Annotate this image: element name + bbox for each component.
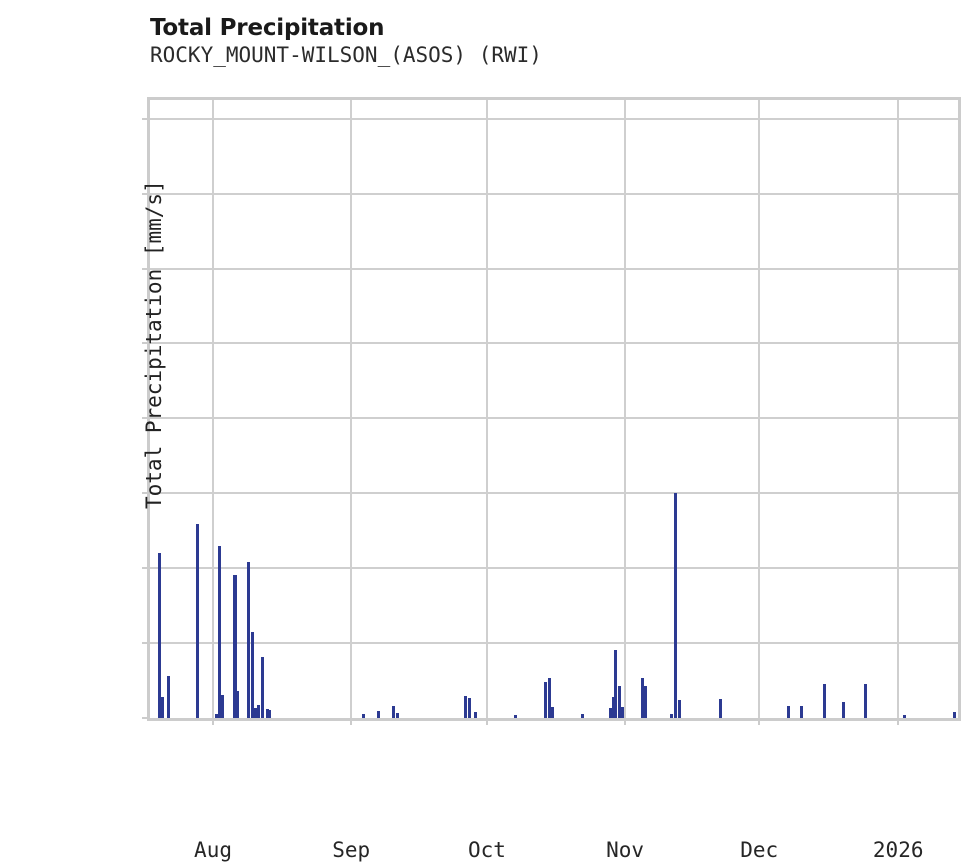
bar <box>158 553 162 718</box>
bar <box>547 677 551 718</box>
x-tick-label: Aug <box>194 838 232 862</box>
gridline-horizontal <box>150 192 958 195</box>
bar <box>673 493 677 718</box>
bar <box>253 707 257 718</box>
bar <box>362 714 366 718</box>
bar <box>256 705 260 718</box>
bar <box>166 676 170 718</box>
axis-spine-left <box>147 97 150 721</box>
bar <box>195 523 200 718</box>
bar <box>841 702 845 718</box>
x-tick-label: Oct <box>467 838 506 862</box>
page-title: Total Precipitation <box>150 15 385 41</box>
y-tick-mark <box>142 192 150 195</box>
bar-series-total-precipitation <box>150 100 958 718</box>
x-tick-mark <box>212 718 215 725</box>
x-tick-mark <box>624 718 627 725</box>
gridline-vertical <box>485 100 488 718</box>
y-tick-mark <box>142 417 150 420</box>
bar <box>644 686 648 718</box>
gridline-vertical <box>350 100 353 718</box>
x-tick-mark <box>485 718 488 725</box>
bar <box>718 698 722 718</box>
bar <box>544 681 548 718</box>
gridline-horizontal <box>150 642 958 645</box>
x-tick-label: Sep <box>332 838 371 862</box>
bar <box>611 696 615 718</box>
axis-spine-right <box>958 97 961 721</box>
bar <box>161 697 165 718</box>
bar <box>265 709 269 718</box>
y-tick-mark <box>142 117 150 120</box>
bar <box>799 706 803 718</box>
x-tick-label: Dec <box>740 838 779 862</box>
precipitation-chart-figure: Total Precipitation ROCKY_MOUNT-WILSON_(… <box>142 14 961 862</box>
bar <box>268 709 272 718</box>
bar <box>550 706 554 718</box>
bar <box>617 685 621 718</box>
bar <box>261 656 265 718</box>
bar <box>236 691 240 718</box>
y-tick-mark <box>142 342 150 345</box>
bar <box>468 697 472 718</box>
bar <box>620 706 624 718</box>
gridline-vertical <box>897 100 900 718</box>
gridline-horizontal <box>150 567 958 570</box>
bar <box>614 649 618 718</box>
y-tick-mark <box>142 717 150 719</box>
bar <box>514 715 518 718</box>
bar <box>903 715 907 718</box>
gridline-horizontal <box>150 417 958 420</box>
gridline-horizontal <box>150 267 958 270</box>
bar <box>581 714 585 718</box>
y-tick-mark <box>142 642 150 645</box>
gridline-horizontal <box>150 492 958 495</box>
gridline-vertical <box>212 100 215 718</box>
title-block: Total Precipitation ROCKY_MOUNT-WILSON_(… <box>150 14 950 69</box>
gridline-vertical <box>758 100 761 718</box>
y-tick-mark <box>142 267 150 270</box>
x-tick-mark <box>758 718 761 725</box>
bar <box>221 694 225 718</box>
axis-spine-top <box>147 97 961 100</box>
y-tick-mark <box>142 567 150 570</box>
bar <box>376 711 380 718</box>
bar <box>250 632 254 718</box>
chart-subtitle: ROCKY_MOUNT-WILSON_(ASOS) (RWI) <box>150 43 542 67</box>
bar <box>246 562 251 718</box>
gridline-vertical <box>624 100 627 718</box>
bar <box>678 700 682 718</box>
bar <box>641 677 645 718</box>
y-axis-title: Total Precipitation [mm/s] <box>142 180 166 509</box>
plot-area: 0.0000.0020.0040.0060.0080.0100.0120.014… <box>142 97 961 862</box>
x-tick-mark <box>350 718 353 725</box>
bar <box>823 683 827 718</box>
x-tick-mark <box>897 718 900 725</box>
bar <box>953 712 957 718</box>
bar <box>669 713 673 718</box>
bar <box>786 706 790 718</box>
axis-spine-bottom <box>147 718 961 721</box>
bar <box>233 575 237 718</box>
gridline-horizontal <box>150 117 958 120</box>
bar <box>392 706 396 718</box>
bar <box>464 695 468 718</box>
x-tick-label: 2026 <box>872 838 924 862</box>
bar <box>608 707 612 718</box>
gridline-horizontal <box>150 342 958 345</box>
bar <box>214 713 218 718</box>
bar <box>395 713 399 718</box>
bar <box>474 711 477 718</box>
y-tick-mark <box>142 492 150 495</box>
x-tick-label: Nov <box>606 838 645 862</box>
bar <box>218 545 222 718</box>
bar <box>864 683 868 718</box>
